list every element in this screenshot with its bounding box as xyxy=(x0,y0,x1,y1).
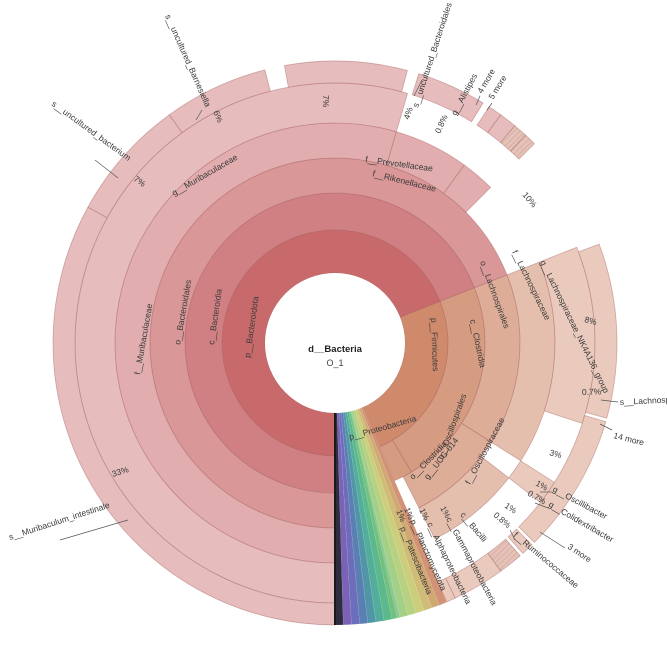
leader-line-10 xyxy=(539,531,566,549)
label-pct-1e: 1% xyxy=(402,506,416,522)
wedge-5-more[interactable] xyxy=(510,134,535,160)
label-pct-1f: 1% xyxy=(394,508,408,524)
label-3-more[interactable]: 3 more xyxy=(566,541,594,564)
label-pct-3: 3% xyxy=(548,447,563,460)
wedge-f-lachnospiraceae[interactable] xyxy=(490,261,556,462)
wedge-g-lachnospiraceae-nk4a136-group[interactable] xyxy=(539,246,596,424)
leader-line-9 xyxy=(534,502,549,509)
wedge-3-[interactable] xyxy=(445,552,502,599)
leader-line-2 xyxy=(195,109,203,121)
wedge-10-[interactable] xyxy=(577,243,618,419)
wedge-f-muribaculaceae[interactable] xyxy=(114,122,397,564)
label-14-more[interactable]: 14 more xyxy=(613,430,646,447)
wedge-7-[interactable] xyxy=(283,60,408,93)
wedge-f-prevotellaceae[interactable] xyxy=(386,131,465,194)
label-pct-08a: 0.8% xyxy=(433,113,450,135)
wedge-s-uncultured-bacterium-7-[interactable] xyxy=(87,114,183,219)
leader-line-1 xyxy=(94,159,119,179)
chart-center[interactable]: d__Bacteria O_1 xyxy=(265,273,405,413)
wedge-0-8-[interactable] xyxy=(476,106,502,134)
label-muribaculum[interactable]: s__Muribaculum_intestinale xyxy=(8,500,112,542)
leader-line-3 xyxy=(413,79,423,97)
wedge-g-alistipes[interactable] xyxy=(487,114,516,144)
label-pct-07a: 0.7% xyxy=(582,386,602,397)
label-pct-10: 10% xyxy=(520,190,539,210)
label-uncultured-barnesiella[interactable]: s__uncultured_Barnesiella xyxy=(163,13,213,109)
wedge-s-uncultured-bacteroidales-4-[interactable] xyxy=(411,73,484,123)
leader-line-7 xyxy=(599,423,613,431)
leader-line-4 xyxy=(475,95,481,106)
label-lachnospira[interactable]: s__Lachnospira xyxy=(620,394,667,407)
label-pct-7b: 7% xyxy=(321,95,331,108)
leader-line-6 xyxy=(600,399,619,403)
label-ruminococcaceae[interactable]: f__Ruminococcaceae xyxy=(512,530,581,590)
leader-lines xyxy=(59,79,619,549)
sample-name: O_1 xyxy=(326,358,343,368)
label-pct-6: 6% xyxy=(211,109,225,125)
label-pct-8: 8% xyxy=(583,314,598,327)
label-firmicutes[interactable]: p__Firmicutes xyxy=(429,318,441,372)
leader-line-11 xyxy=(509,529,516,541)
center-circle[interactable] xyxy=(265,273,405,413)
wedge-14-more[interactable] xyxy=(487,538,521,572)
sunburst-wedges xyxy=(52,60,618,626)
wedge-o-oscillospirales[interactable] xyxy=(402,422,492,509)
wedge-o-bacteroidales[interactable] xyxy=(149,157,508,529)
wedge-f-oscillospiraceae[interactable] xyxy=(418,455,510,540)
wedge-c-bacilli[interactable] xyxy=(379,439,412,482)
wedge-s-uncultured-barnesiella-6-[interactable] xyxy=(168,69,271,134)
label-pct-1b: 1% xyxy=(503,500,519,515)
wedge-8-[interactable] xyxy=(518,415,607,543)
wedge-0-7-s-lachnospira[interactable] xyxy=(507,528,533,554)
leader-line-0 xyxy=(59,519,129,541)
root-name: d__Bacteria xyxy=(308,344,363,355)
leader-line-5 xyxy=(486,102,493,111)
label-pct-4: 4% xyxy=(401,105,414,120)
wedge-f-rikenellaceae[interactable] xyxy=(443,164,492,213)
wedge-proteobacteria-overlay xyxy=(350,407,447,619)
label-uncultured-bacterium[interactable]: s__uncultured_bacterium xyxy=(50,99,133,163)
